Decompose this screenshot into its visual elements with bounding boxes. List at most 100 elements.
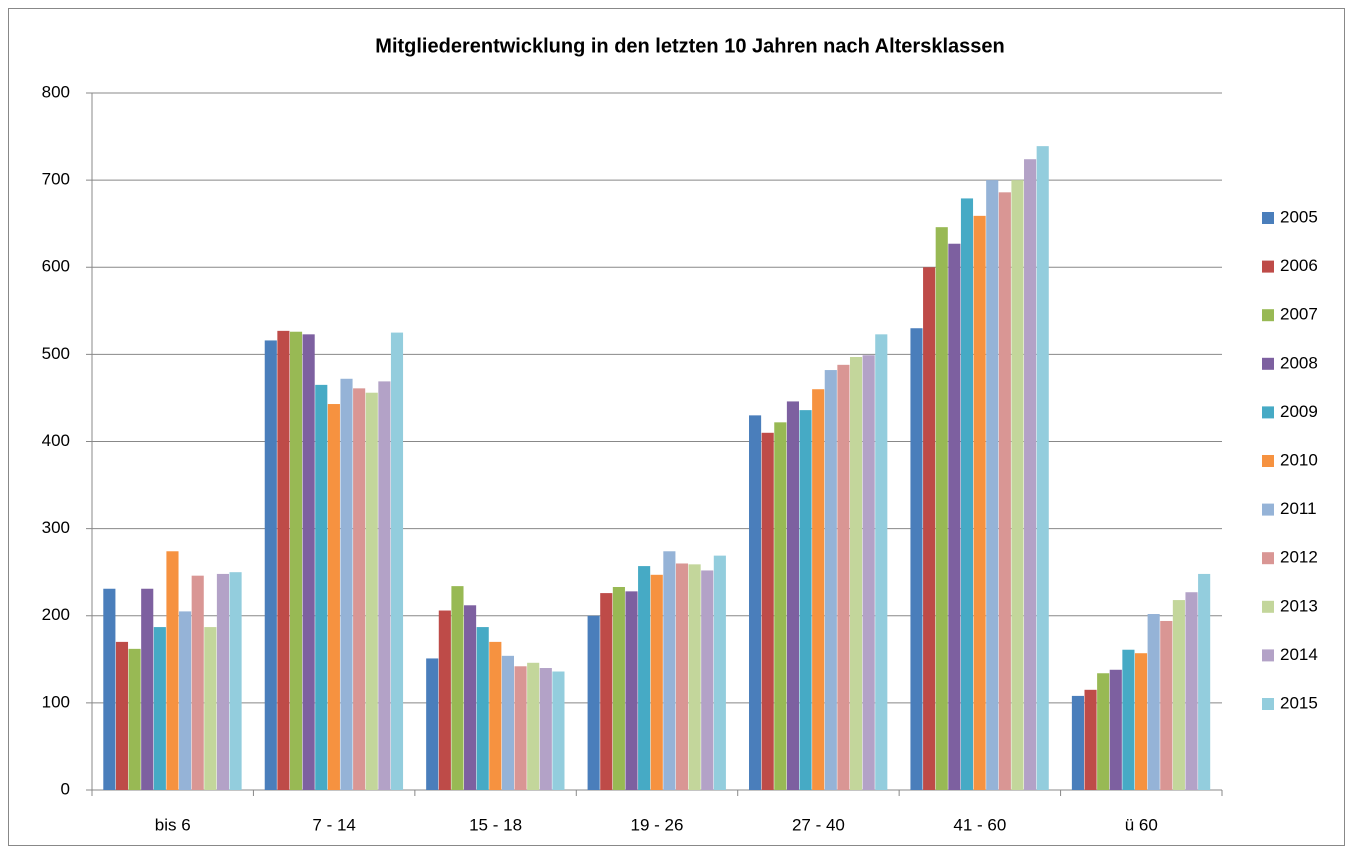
legend-swatch [1262,503,1274,516]
bar [153,627,166,790]
legend-swatch [1262,600,1274,613]
bar [824,370,837,790]
legend-label: 2014 [1280,645,1318,664]
legend-label: 2015 [1280,693,1318,712]
bar [1036,146,1049,791]
bar [365,392,378,790]
legend-swatch [1262,455,1274,467]
bar [378,381,391,790]
bar [701,570,714,790]
legend-label: 2009 [1280,402,1318,421]
bar [849,356,863,790]
bar [327,404,340,790]
bar [204,627,217,790]
bar [587,615,600,790]
y-tick-label: 800 [42,82,70,101]
y-tick-label: 700 [42,170,70,189]
bar [910,328,923,790]
legend-swatch [1262,260,1274,273]
bar [612,586,625,790]
bar [1109,669,1122,790]
bar [1147,614,1160,790]
y-tick-label: 400 [42,431,70,450]
legend-label: 2007 [1280,305,1318,324]
bar [600,593,613,790]
bar [340,378,353,790]
legend-swatch [1262,212,1274,224]
bar [1071,695,1084,790]
bar [141,588,154,790]
bar [229,572,242,790]
bar [786,401,799,790]
y-tick-label: 600 [42,257,70,276]
bar [476,627,489,790]
bar [1122,649,1135,790]
bar [216,573,230,790]
bar [799,410,812,790]
bar [302,334,315,790]
bar [960,198,974,790]
x-tick-label: 15 - 18 [469,815,522,834]
bar [489,641,502,790]
bar [426,658,439,790]
bar [986,180,999,790]
legend-swatch [1262,698,1274,710]
bar [1011,180,1024,790]
legend-label: 2013 [1280,596,1318,615]
bar [761,432,774,790]
bar [166,551,179,790]
bar [1172,600,1185,790]
bar [948,243,961,790]
y-tick-label: 500 [42,344,70,363]
legend-label: 2008 [1280,353,1318,372]
legend-swatch [1262,649,1274,662]
y-tick-label: 0 [61,779,70,798]
bar [191,575,204,790]
bar [1024,159,1037,791]
bar [390,332,404,790]
bar [935,227,948,791]
bar [625,591,638,790]
y-tick-label: 200 [42,605,70,624]
legend-label: 2006 [1280,256,1318,275]
bar [638,566,651,790]
bar [812,389,825,790]
legend-swatch [1262,309,1274,322]
bar [837,364,850,790]
legend-label: 2011 [1280,499,1317,518]
bar [179,611,192,790]
legend-swatch [1262,406,1274,419]
bar [128,648,141,790]
bar [1097,673,1110,790]
bar [464,605,477,790]
bar [688,564,701,790]
bar [1198,573,1211,790]
bar [539,668,552,790]
bar [875,334,888,790]
bar [1160,620,1173,790]
x-tick-label: 41 - 60 [953,815,1006,834]
bar [1185,592,1198,790]
bar [675,563,689,790]
bar [115,641,129,790]
legend-swatch [1262,357,1274,370]
bar [774,422,787,790]
bar [552,671,565,790]
chart-title: Mitgliederentwicklung in den letzten 10 … [375,35,1004,57]
bar [973,215,986,790]
bar [353,388,366,790]
x-tick-label: 19 - 26 [631,815,684,834]
legend-label: 2012 [1280,548,1318,567]
bar [277,330,290,790]
bar [862,355,875,790]
legend-label: 2010 [1280,450,1318,469]
bar [1134,653,1148,790]
bar [650,574,663,790]
bar [438,610,451,790]
y-tick-label: 100 [42,692,70,711]
bar [514,666,527,790]
x-tick-label: bis 6 [155,815,191,834]
legend-swatch [1262,552,1274,565]
bar [264,340,277,790]
